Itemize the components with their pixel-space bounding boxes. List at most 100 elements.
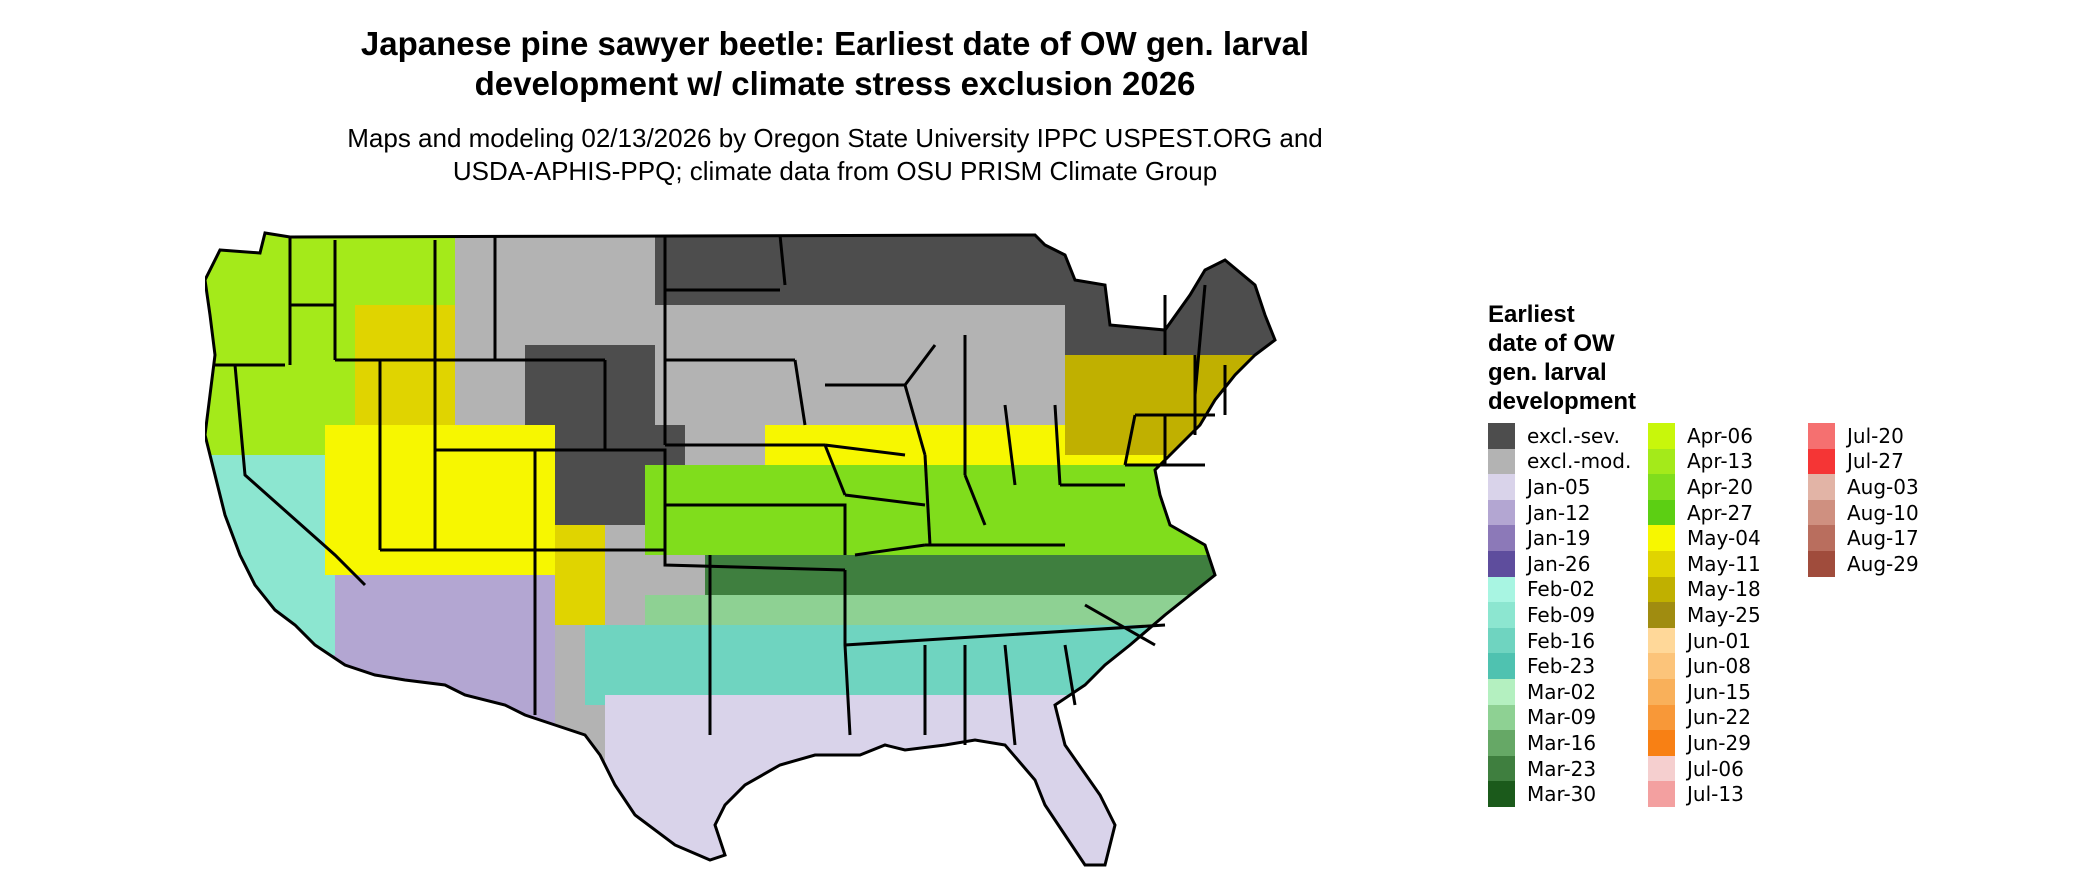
legend-item: Jul-06 bbox=[1648, 755, 1798, 782]
legend-swatch bbox=[1648, 755, 1675, 782]
legend-swatch bbox=[1648, 474, 1675, 500]
legend-swatch bbox=[1488, 448, 1515, 475]
legend-item: Apr-27 bbox=[1648, 499, 1798, 526]
legend-label: Jul-06 bbox=[1687, 756, 1744, 781]
legend-label: May-25 bbox=[1687, 602, 1761, 627]
legend-item: Mar-30 bbox=[1488, 781, 1638, 807]
map-subtitle-line-2: USDA-APHIS-PPQ; climate data from OSU PR… bbox=[452, 156, 1218, 186]
legend-label: Mar-02 bbox=[1527, 679, 1597, 704]
legend-label: Aug-10 bbox=[1847, 500, 1919, 525]
legend-item: Feb-16 bbox=[1488, 627, 1638, 654]
legend-swatch bbox=[1488, 423, 1515, 449]
state-border bbox=[665, 503, 847, 555]
legend-swatch bbox=[1488, 678, 1515, 705]
state-border bbox=[844, 493, 926, 507]
legend-item: Aug-03 bbox=[1808, 474, 1958, 500]
legend-label: Aug-03 bbox=[1847, 474, 1919, 499]
legend-title: Earliest date of OW gen. larval developm… bbox=[1488, 300, 1636, 416]
legend-label: Mar-16 bbox=[1527, 730, 1597, 755]
legend-label: Jun-22 bbox=[1687, 705, 1751, 730]
legend-label: Apr-13 bbox=[1687, 449, 1753, 474]
legend-item: Jan-19 bbox=[1488, 525, 1638, 551]
legend-swatch bbox=[1808, 448, 1835, 475]
legend-item: Feb-09 bbox=[1488, 602, 1638, 628]
legend-item: Aug-29 bbox=[1808, 550, 1958, 577]
legend-item: Feb-23 bbox=[1488, 653, 1638, 679]
legend-swatch bbox=[1808, 525, 1835, 551]
state-border bbox=[1193, 284, 1207, 396]
state-border bbox=[854, 543, 926, 557]
legend-item: May-11 bbox=[1648, 550, 1798, 577]
legend-label: Aug-17 bbox=[1847, 526, 1919, 551]
legend-swatch bbox=[1648, 525, 1675, 551]
legend-label: Jan-12 bbox=[1527, 500, 1591, 525]
legend-item: Jan-26 bbox=[1488, 550, 1638, 577]
legend-label: Jun-08 bbox=[1687, 654, 1751, 679]
legend-label: Jan-26 bbox=[1527, 551, 1591, 576]
legend-item: Feb-02 bbox=[1488, 576, 1638, 603]
legend-label: excl.-sev. bbox=[1527, 423, 1620, 448]
legend-column: Apr-06 Apr-13 Apr-20 Apr-27 May-04 May-11 May-… bbox=[1648, 423, 1798, 807]
legend-item: Jan-12 bbox=[1488, 499, 1638, 526]
legend-swatch bbox=[1648, 550, 1675, 577]
legend-label: Feb-02 bbox=[1527, 577, 1596, 602]
legend-label: Apr-06 bbox=[1687, 423, 1753, 448]
legend-item: Jun-15 bbox=[1648, 678, 1798, 705]
legend-item: Apr-06 bbox=[1648, 423, 1798, 449]
legend-item: excl.-mod. bbox=[1488, 448, 1638, 475]
state-border bbox=[778, 234, 787, 286]
legend-label: Jul-27 bbox=[1847, 449, 1904, 474]
legend-swatch bbox=[1648, 704, 1675, 731]
map-title-line-2: development w/ climate stress exclusion … bbox=[474, 65, 1196, 102]
band-mid-olive bbox=[1065, 355, 1275, 455]
legend-title-line-2: date of OW bbox=[1488, 330, 1615, 357]
state-border bbox=[1053, 404, 1062, 486]
legend-swatch bbox=[1488, 781, 1515, 807]
legend-label: Feb-23 bbox=[1527, 654, 1596, 679]
legend-label: Jan-19 bbox=[1527, 526, 1591, 551]
legend-label: Apr-20 bbox=[1687, 474, 1753, 499]
state-border bbox=[823, 444, 847, 496]
legend-item: Jul-20 bbox=[1808, 423, 1958, 449]
legend-swatch bbox=[1808, 423, 1835, 449]
map-subtitle: Maps and modeling 02/13/2026 by Oregon S… bbox=[240, 122, 1430, 188]
legend-swatch bbox=[1648, 678, 1675, 705]
state-border bbox=[1123, 414, 1137, 466]
map-subtitle-line-1: Maps and modeling 02/13/2026 by Oregon S… bbox=[347, 123, 1323, 153]
legend-item: Jun-29 bbox=[1648, 730, 1798, 756]
legend-item: Mar-23 bbox=[1488, 755, 1638, 782]
legend-swatch bbox=[1488, 474, 1515, 500]
legend-item: Jun-22 bbox=[1648, 704, 1798, 731]
legend-swatch bbox=[1648, 653, 1675, 679]
legend-swatch bbox=[1648, 781, 1675, 807]
legend-swatch bbox=[1648, 602, 1675, 628]
state-border bbox=[1063, 644, 1077, 706]
legend-label: excl.-mod. bbox=[1527, 449, 1632, 474]
state-border bbox=[233, 364, 367, 587]
legend-swatch bbox=[1488, 653, 1515, 679]
legend-label: Jun-15 bbox=[1687, 679, 1751, 704]
legend-label: Jul-13 bbox=[1687, 782, 1744, 807]
legend-swatch bbox=[1488, 602, 1515, 628]
legend-label: Feb-16 bbox=[1527, 628, 1596, 653]
legend-label: May-18 bbox=[1687, 577, 1761, 602]
legend-swatch bbox=[1488, 499, 1515, 526]
band-northeast-dark bbox=[1065, 233, 1275, 355]
legend-title-line-3: gen. larval bbox=[1488, 359, 1607, 386]
legend-item: excl.-sev. bbox=[1488, 423, 1638, 449]
state-borders bbox=[215, 234, 1227, 746]
state-border bbox=[923, 454, 932, 546]
legend-swatch bbox=[1488, 550, 1515, 577]
legend-column: Jul-20 Jul-27 Aug-03 Aug-10 Aug-17 Aug-29 bbox=[1808, 423, 1958, 577]
legend-label: Jun-29 bbox=[1687, 730, 1751, 755]
legend-label: May-04 bbox=[1687, 526, 1761, 551]
legend-item: Jan-05 bbox=[1488, 474, 1638, 500]
legend-swatch bbox=[1648, 448, 1675, 475]
state-border bbox=[844, 623, 1166, 647]
legend-swatch bbox=[1488, 525, 1515, 551]
legend-item: May-25 bbox=[1648, 602, 1798, 628]
legend-item: May-04 bbox=[1648, 525, 1798, 551]
band-north-dark bbox=[655, 233, 1065, 305]
legend-item: May-18 bbox=[1648, 576, 1798, 603]
us-outline bbox=[205, 231, 1277, 867]
